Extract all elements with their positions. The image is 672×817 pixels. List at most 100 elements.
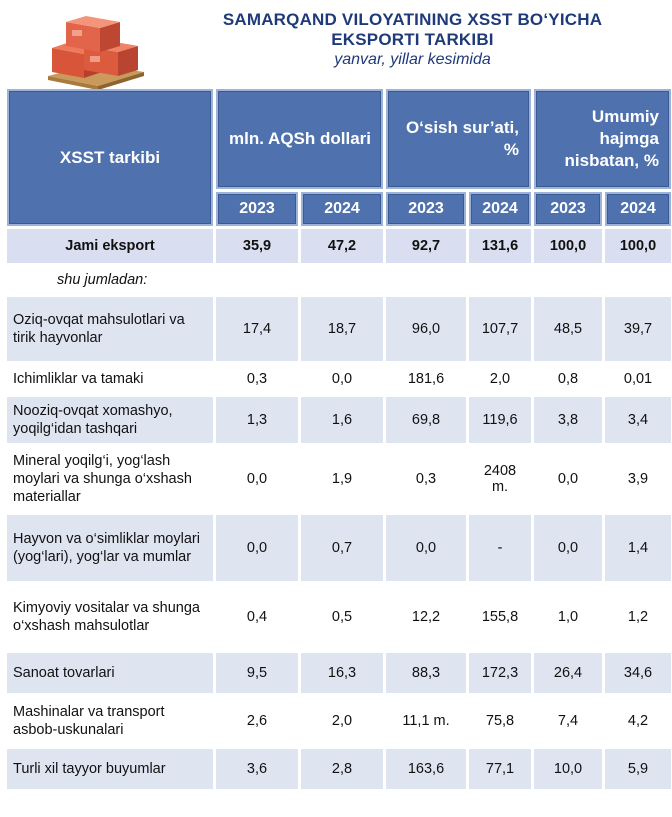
cell-value: 0,5 (301, 584, 383, 650)
cell-value: 7,4 (534, 696, 602, 746)
cell-value: 69,8 (386, 397, 466, 443)
cell-value: 34,6 (605, 653, 671, 693)
row-label: Nooziq-ovqat xomashyo, yoqilg‘idan tashq… (7, 397, 213, 443)
cell-value: 96,0 (386, 297, 466, 361)
cell-value: 88,3 (386, 653, 466, 693)
cell-value: 2,6 (216, 696, 298, 746)
cell-value: 2,8 (301, 749, 383, 789)
cell-value: 0,3 (386, 446, 466, 512)
row-label: Turli xil tayyor buyumlar (7, 749, 213, 789)
note-text: shu jumladan: (57, 272, 148, 288)
cell-value: - (469, 515, 531, 581)
total-value: 131,6 (469, 229, 531, 263)
cell-value: 155,8 (469, 584, 531, 650)
table-row: Nooziq-ovqat xomashyo, yoqilg‘idan tashq… (7, 397, 671, 443)
cell-value: 1,3 (216, 397, 298, 443)
total-value: 35,9 (216, 229, 298, 263)
cell-value: 18,7 (301, 297, 383, 361)
cell-value: 0,0 (216, 446, 298, 512)
group-header-share: Umumiy hajmga nisbatan, % (534, 89, 671, 189)
cell-value: 16,3 (301, 653, 383, 693)
cell-value: 0,01 (605, 364, 671, 394)
cell-value: 0,0 (534, 446, 602, 512)
table-row: Oziq-ovqat mahsulotlari va tirik hayvonl… (7, 297, 671, 361)
cell-value: 1,2 (605, 584, 671, 650)
table-row: Turli xil tayyor buyumlar 3,6 2,8 163,6 77,1… (7, 749, 671, 789)
page-title-line1: SAMARQAND VILOYATINING XSST BO‘YICHA (222, 10, 603, 29)
cell-value: 172,3 (469, 653, 531, 693)
cell-value: 2,0 (301, 696, 383, 746)
row-label: Ichimliklar va tamaki (7, 364, 213, 394)
cell-value: 10,0 (534, 749, 602, 789)
group-header-usd: mln. AQSh dollari (216, 89, 383, 189)
cell-value: 1,4 (605, 515, 671, 581)
header-row-years: 2023 2024 2023 2024 2023 2024 (7, 192, 671, 226)
page-title-line2: EKSPORTI TARKIBI (331, 30, 494, 49)
total-value: 100,0 (605, 229, 671, 263)
cell-value: 39,7 (605, 297, 671, 361)
row-header-cell: XSST tarkibi (7, 89, 213, 226)
export-structure-table: XSST tarkibi mln. AQSh dollari O‘sish su… (4, 86, 672, 792)
total-label: Jami eksport (7, 229, 213, 263)
cell-value: 0,4 (216, 584, 298, 650)
year-header: 2023 (386, 192, 466, 226)
page-subtitle: yanvar, yillar kesimida (334, 51, 491, 68)
cell-value: 12,2 (386, 584, 466, 650)
cell-value: 3,6 (216, 749, 298, 789)
group-header-growth: O‘sish sur’ati, % (386, 89, 531, 189)
table-row: Kimyoviy vositalar va shunga o‘xshash ma… (7, 584, 671, 650)
cell-value: 3,8 (534, 397, 602, 443)
cell-value: 26,4 (534, 653, 602, 693)
cell-value: 0,8 (534, 364, 602, 394)
table-row: Hayvon va o‘simliklar moylari (yog‘lari)… (7, 515, 671, 581)
year-header: 2024 (469, 192, 531, 226)
cell-value: 0,7 (301, 515, 383, 581)
cell-value: 107,7 (469, 297, 531, 361)
cell-value: 0,3 (216, 364, 298, 394)
cell-value: 4,2 (605, 696, 671, 746)
cell-value: 75,8 (469, 696, 531, 746)
cell-value: 9,5 (216, 653, 298, 693)
total-value: 92,7 (386, 229, 466, 263)
row-label: Kimyoviy vositalar va shunga o‘xshash ma… (7, 584, 213, 650)
cell-value: 181,6 (386, 364, 466, 394)
cell-value: 0,0 (301, 364, 383, 394)
row-label: Mineral yoqilg‘i, yog‘lash moylari va sh… (7, 446, 213, 512)
cell-value: 1,9 (301, 446, 383, 512)
year-header: 2023 (216, 192, 298, 226)
table-row: Mashinalar va transport asbob-uskunalari… (7, 696, 671, 746)
cell-value: 2408 m. (469, 446, 531, 512)
header-row-groups: XSST tarkibi mln. AQSh dollari O‘sish su… (7, 89, 671, 226)
row-label: Oziq-ovqat mahsulotlari va tirik hayvonl… (7, 297, 213, 361)
cell-value: 5,9 (605, 749, 671, 789)
cell-value: 1,0 (534, 584, 602, 650)
cell-value: 17,4 (216, 297, 298, 361)
cell-value: 163,6 (386, 749, 466, 789)
total-row: Jami eksport 35,9 47,2 92,7 131,6 100,0 … (7, 229, 671, 263)
cell-value: 0,0 (386, 515, 466, 581)
row-label: Hayvon va o‘simliklar moylari (yog‘lari)… (7, 515, 213, 581)
cell-value: 0,0 (534, 515, 602, 581)
year-header: 2023 (534, 192, 602, 226)
cell-value: 119,6 (469, 397, 531, 443)
total-value: 100,0 (534, 229, 602, 263)
cell-value: 77,1 (469, 749, 531, 789)
row-label: Mashinalar va transport asbob-uskunalari (7, 696, 213, 746)
cell-value: 0,0 (216, 515, 298, 581)
cell-value: 3,4 (605, 397, 671, 443)
year-header: 2024 (605, 192, 671, 226)
note-row: shu jumladan: (7, 266, 671, 294)
year-header: 2024 (301, 192, 383, 226)
table-row: Mineral yoqilg‘i, yog‘lash moylari va sh… (7, 446, 671, 512)
cell-value: 11,1 m. (386, 696, 466, 746)
total-value: 47,2 (301, 229, 383, 263)
row-label: Sanoat tovarlari (7, 653, 213, 693)
cell-value: 1,6 (301, 397, 383, 443)
cell-value: 48,5 (534, 297, 602, 361)
cell-value: 2,0 (469, 364, 531, 394)
table-row: Ichimliklar va tamaki 0,3 0,0 181,6 2,0 0,8 0,… (7, 364, 671, 394)
title-block: SAMARQAND VILOYATINING XSST BO‘YICHA EKS… (160, 10, 665, 70)
cell-value: 3,9 (605, 446, 671, 512)
table-row: Sanoat tovarlari 9,5 16,3 88,3 172,3 26,4 34,6 (7, 653, 671, 693)
cargo-boxes-icon (48, 16, 144, 90)
